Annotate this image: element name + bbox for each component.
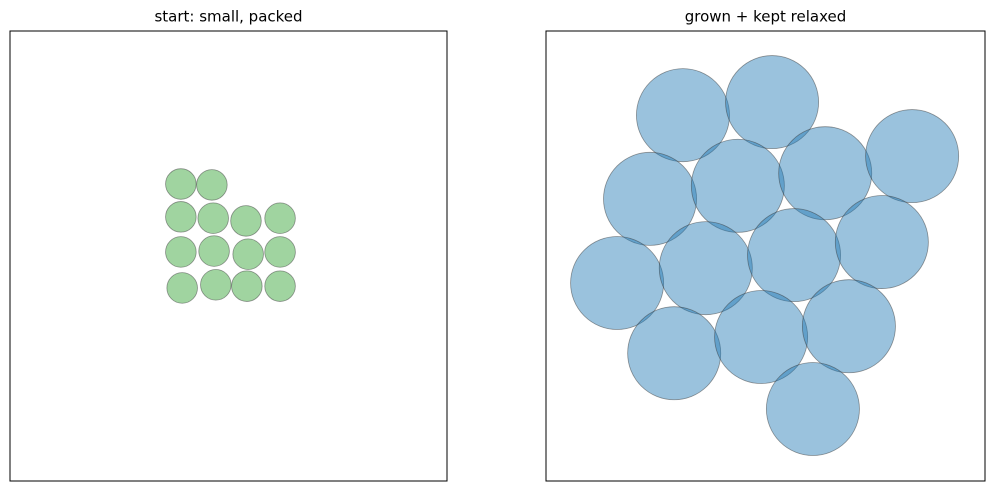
- circle-mark: [165, 168, 197, 200]
- circle-mark: [801, 279, 896, 374]
- circle-mark: [725, 55, 820, 150]
- axes-frame: [9, 30, 448, 482]
- circle-mark: [231, 270, 263, 302]
- circle-mark: [636, 68, 730, 163]
- circle-mark: [264, 236, 296, 268]
- circle-mark: [232, 238, 264, 270]
- circle-mark: [230, 205, 262, 237]
- chart-title: start: small, packed: [154, 8, 302, 26]
- circle-mark: [658, 221, 753, 316]
- axes-frame: [545, 30, 986, 482]
- circle-mark: [570, 236, 665, 330]
- circle-mark: [690, 138, 785, 233]
- circle-mark: [198, 235, 230, 267]
- circle-mark: [165, 236, 197, 268]
- circle-mark: [865, 109, 960, 204]
- circle-mark: [834, 195, 929, 289]
- chart-title: grown + kept relaxed: [685, 8, 847, 26]
- circle-mark: [264, 270, 296, 302]
- circle-mark: [778, 126, 873, 221]
- circle-mark: [166, 272, 198, 304]
- circle-mark: [196, 169, 228, 201]
- circle-mark: [197, 202, 229, 234]
- circle-mark: [747, 208, 841, 303]
- circle-mark: [603, 151, 697, 246]
- circle-mark: [264, 202, 296, 234]
- circle-mark: [200, 269, 232, 301]
- circle-mark: [627, 306, 722, 401]
- circle-mark: [765, 362, 860, 456]
- circle-mark: [714, 290, 809, 384]
- circle-mark: [165, 201, 197, 233]
